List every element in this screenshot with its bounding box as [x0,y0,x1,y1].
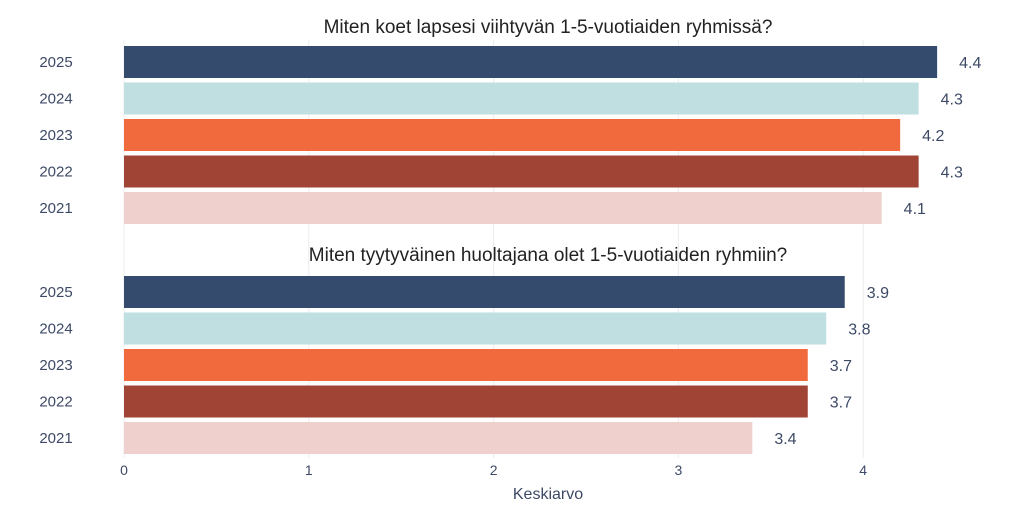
y-category-label: 2022 [39,164,72,181]
x-tick-label: 2 [490,462,498,478]
x-tick-label: 1 [305,462,313,478]
data-label: 4.3 [941,92,963,109]
data-label: 3.7 [830,395,852,412]
bar-2025 [124,276,845,308]
y-category-label: 2021 [39,200,72,217]
data-label: 4.2 [922,128,944,145]
bar-2023 [124,349,808,381]
y-category-label: 2025 [39,54,72,71]
bar-2025 [124,46,938,78]
bar-2024 [124,312,827,345]
y-category-label: 2023 [39,357,72,374]
data-label: 3.9 [867,285,889,302]
bar-2021 [124,192,882,224]
y-category-label: 2025 [39,284,72,301]
x-tick-label: 4 [859,462,867,478]
data-label: 4.1 [904,201,926,218]
x-tick-label: 0 [120,462,128,478]
data-label: 4.3 [941,165,963,182]
chart-title: Miten koet lapsesi viihtyvän 1-5-vuotiai… [324,17,773,38]
data-label: 3.4 [774,431,796,448]
bar-2023 [124,119,901,151]
y-category-label: 2023 [39,127,72,144]
data-label: 3.7 [830,358,852,375]
data-label: 3.8 [848,322,870,339]
x-axis-label: Keskiarvo [513,486,583,503]
bar-2021 [124,422,753,454]
y-category-label: 2021 [39,430,72,447]
bar-2024 [124,82,919,115]
y-category-label: 2024 [39,321,72,338]
data-label: 4.4 [959,55,981,72]
y-category-label: 2022 [39,394,72,411]
bar-2022 [124,155,919,188]
x-tick-label: 3 [675,462,683,478]
y-category-label: 2024 [39,91,72,108]
chart-title: Miten tyytyväinen huoltajana olet 1-5-vu… [309,245,787,266]
bar-2022 [124,385,808,418]
